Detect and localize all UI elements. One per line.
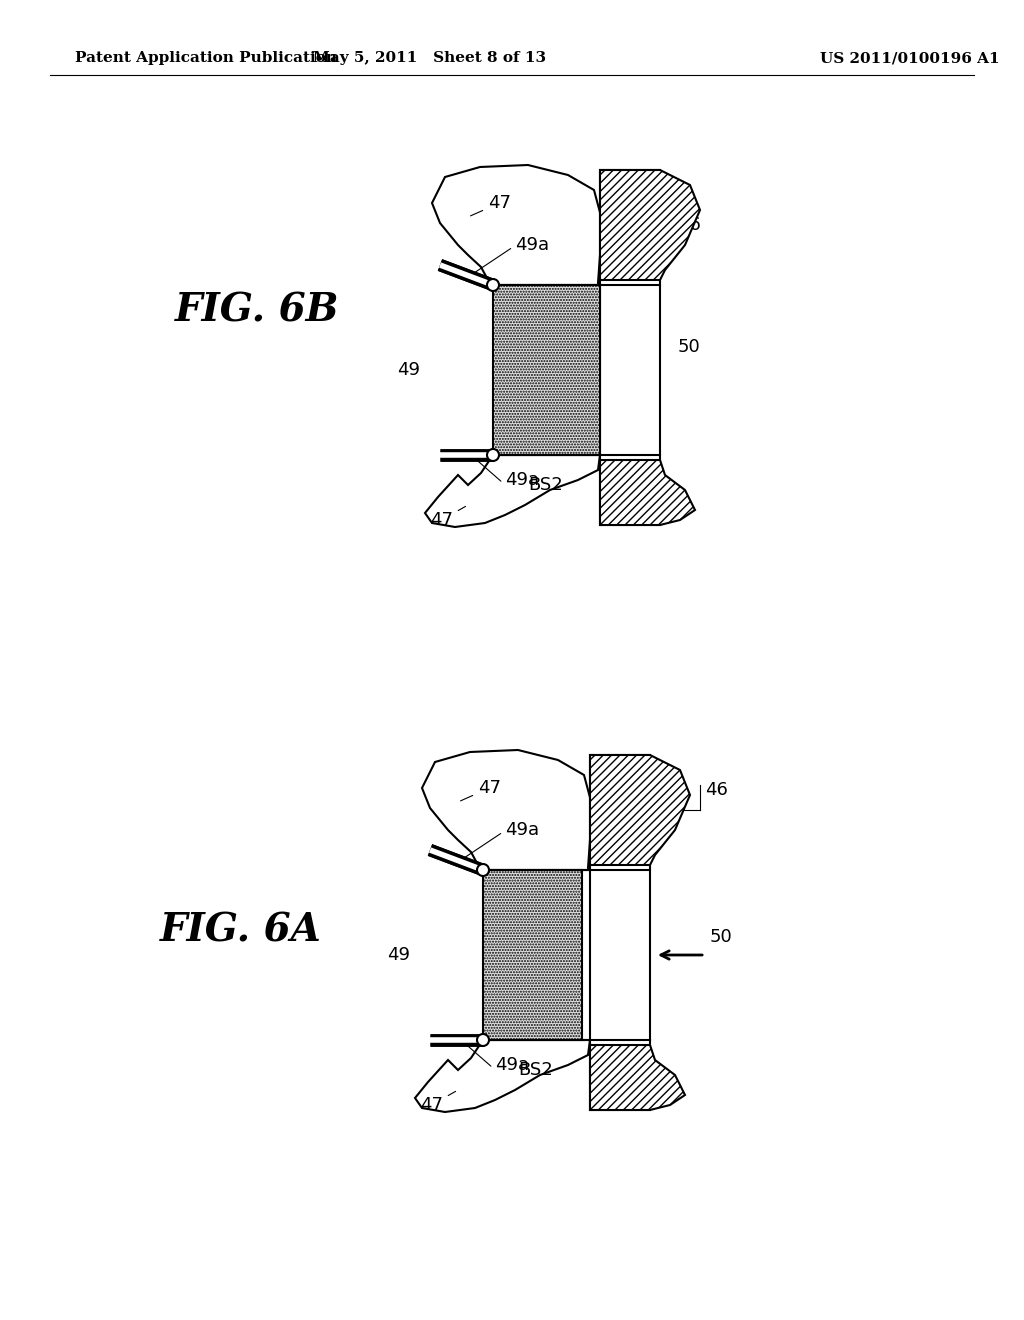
Circle shape [487, 279, 499, 290]
Text: May 5, 2011   Sheet 8 of 13: May 5, 2011 Sheet 8 of 13 [313, 51, 547, 65]
Text: 49a: 49a [505, 821, 539, 840]
Polygon shape [600, 170, 700, 280]
Text: FIG. 6B: FIG. 6B [175, 290, 340, 329]
Circle shape [477, 1034, 489, 1045]
Polygon shape [422, 750, 592, 870]
Text: 47: 47 [461, 779, 501, 801]
Polygon shape [483, 870, 582, 1040]
Polygon shape [415, 1040, 590, 1111]
Text: FIG. 6A: FIG. 6A [160, 911, 322, 949]
Text: 49a: 49a [515, 236, 549, 253]
Polygon shape [425, 455, 600, 527]
Text: 46: 46 [678, 216, 700, 234]
Text: 50: 50 [678, 338, 700, 356]
Polygon shape [590, 1045, 685, 1110]
Text: 49: 49 [387, 946, 410, 964]
Text: 47: 47 [471, 194, 511, 216]
Polygon shape [590, 755, 650, 1110]
Polygon shape [590, 755, 690, 865]
Text: Patent Application Publication: Patent Application Publication [75, 51, 337, 65]
Text: 49a: 49a [495, 1056, 529, 1074]
Text: 49a: 49a [505, 471, 539, 488]
Text: 49: 49 [397, 360, 420, 379]
Text: 47: 47 [430, 507, 466, 529]
Polygon shape [600, 170, 660, 525]
Text: BS2: BS2 [528, 477, 563, 494]
Polygon shape [493, 285, 600, 455]
Text: 46: 46 [705, 781, 728, 799]
Text: BS2: BS2 [518, 1061, 553, 1078]
Text: 50: 50 [710, 928, 733, 946]
Polygon shape [600, 459, 695, 525]
Text: US 2011/0100196 A1: US 2011/0100196 A1 [820, 51, 999, 65]
Circle shape [487, 449, 499, 461]
Circle shape [477, 865, 489, 876]
Text: 47: 47 [420, 1092, 456, 1114]
Polygon shape [432, 165, 602, 285]
